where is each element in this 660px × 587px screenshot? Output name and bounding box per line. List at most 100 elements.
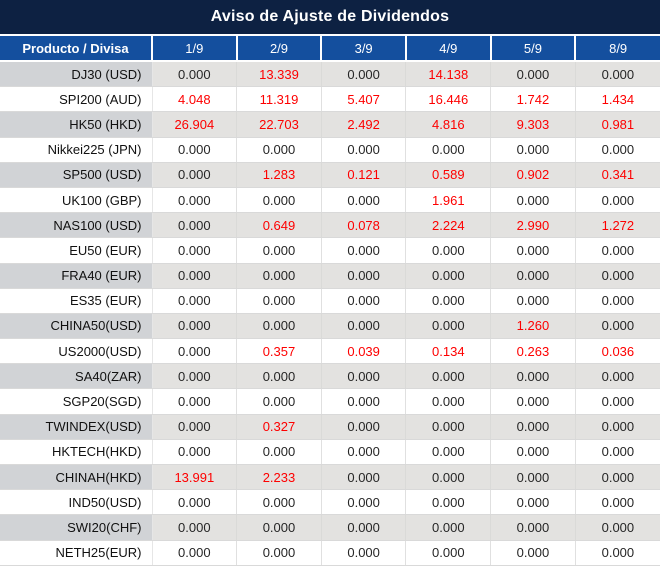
value-cell: 2.233 (236, 464, 322, 491)
value-cell: 0.000 (405, 489, 491, 516)
value-cell: 0.981 (574, 111, 660, 138)
value-cell: 0.000 (236, 388, 322, 415)
value-cell: 0.000 (151, 338, 237, 365)
value-cell: 0.000 (574, 514, 660, 541)
value-cell: 0.000 (151, 388, 237, 415)
table-row: SGP20(SGD) 0.000 0.000 0.000 0.000 0.000… (0, 388, 660, 415)
value-cell: 2.990 (490, 212, 576, 239)
value-cell: 0.000 (236, 540, 322, 566)
value-cell: 22.703 (236, 111, 322, 138)
table-row: ES35 (EUR) 0.000 0.000 0.000 0.000 0.000… (0, 288, 660, 314)
product-cell: HKTECH(HKD) (0, 439, 153, 466)
value-cell: 9.303 (490, 111, 576, 138)
value-cell: 1.260 (490, 313, 576, 340)
product-cell: SPI200 (AUD) (0, 86, 153, 113)
value-cell: 0.589 (405, 162, 491, 188)
value-cell: 0.000 (574, 263, 660, 289)
value-cell: 0.000 (151, 313, 237, 340)
value-cell: 0.357 (236, 338, 322, 365)
value-cell: 0.000 (405, 313, 491, 340)
value-cell: 0.000 (151, 363, 237, 390)
column-header-date: 1/9 (151, 36, 237, 62)
value-cell: 0.000 (405, 514, 491, 541)
value-cell: 1.283 (236, 162, 322, 188)
column-header-date: 5/9 (489, 36, 576, 62)
product-cell: DJ30 (USD) (0, 61, 153, 88)
value-cell: 0.000 (151, 61, 237, 88)
value-cell: 0.000 (574, 61, 660, 88)
product-cell: SA40(ZAR) (0, 363, 153, 390)
value-cell: 14.138 (405, 61, 491, 88)
value-cell: 0.000 (320, 439, 406, 466)
table-row: US2000(USD) 0.000 0.357 0.039 0.134 0.26… (0, 338, 660, 365)
value-cell: 1.961 (405, 187, 491, 214)
value-cell: 1.272 (574, 212, 660, 239)
table-row: UK100 (GBP) 0.000 0.000 0.000 1.961 0.00… (0, 187, 660, 214)
value-cell: 16.446 (405, 86, 491, 113)
column-header-date: 4/9 (404, 36, 491, 62)
product-cell: IND50(USD) (0, 489, 153, 516)
value-cell: 0.000 (236, 137, 322, 163)
value-cell: 0.000 (151, 137, 237, 163)
value-cell: 0.000 (405, 540, 491, 566)
value-cell: 0.000 (320, 363, 406, 390)
value-cell: 0.000 (574, 489, 660, 516)
value-cell: 0.000 (574, 313, 660, 340)
value-cell: 0.000 (151, 237, 237, 264)
column-header-date: 8/9 (574, 36, 660, 62)
value-cell: 0.000 (320, 388, 406, 415)
product-cell: SP500 (USD) (0, 162, 153, 188)
value-cell: 0.000 (490, 388, 576, 415)
value-cell: 0.000 (236, 313, 322, 340)
product-cell: US2000(USD) (0, 338, 153, 365)
value-cell: 0.000 (320, 187, 406, 214)
value-cell: 0.000 (320, 288, 406, 314)
product-cell: SGP20(SGD) (0, 388, 153, 415)
product-cell: FRA40 (EUR) (0, 263, 153, 289)
value-cell: 26.904 (151, 111, 237, 138)
value-cell: 0.000 (320, 514, 406, 541)
value-cell: 0.000 (151, 263, 237, 289)
value-cell: 0.000 (151, 187, 237, 214)
value-cell: 0.000 (490, 414, 576, 440)
page-title: Aviso de Ajuste de Dividendos (0, 0, 660, 36)
value-cell: 1.742 (490, 86, 576, 113)
value-cell: 0.000 (320, 489, 406, 516)
table-row: Nikkei225 (JPN) 0.000 0.000 0.000 0.000 … (0, 137, 660, 163)
value-cell: 0.000 (151, 439, 237, 466)
value-cell: 2.492 (320, 111, 406, 138)
value-cell: 0.000 (320, 540, 406, 566)
column-header-date: 2/9 (235, 36, 322, 62)
value-cell: 0.000 (490, 288, 576, 314)
value-cell: 0.000 (405, 137, 491, 163)
value-cell: 0.000 (490, 464, 576, 491)
value-cell: 0.078 (320, 212, 406, 239)
value-cell: 0.000 (490, 363, 576, 390)
value-cell: 0.000 (320, 263, 406, 289)
value-cell: 1.434 (574, 86, 660, 113)
value-cell: 4.816 (405, 111, 491, 138)
table-row: SP500 (USD) 0.000 1.283 0.121 0.589 0.90… (0, 162, 660, 188)
value-cell: 0.000 (574, 363, 660, 390)
value-cell: 0.000 (574, 137, 660, 163)
value-cell: 0.000 (151, 414, 237, 440)
value-cell: 0.000 (320, 61, 406, 88)
value-cell: 5.407 (320, 86, 406, 113)
value-cell: 0.341 (574, 162, 660, 188)
table-row: SWI20(CHF) 0.000 0.000 0.000 0.000 0.000… (0, 514, 660, 541)
table-row: CHINAH(HKD) 13.991 2.233 0.000 0.000 0.0… (0, 464, 660, 491)
value-cell: 0.000 (490, 61, 576, 88)
table-row: DJ30 (USD) 0.000 13.339 0.000 14.138 0.0… (0, 61, 660, 88)
value-cell: 0.000 (405, 464, 491, 491)
value-cell: 0.000 (490, 439, 576, 466)
value-cell: 0.039 (320, 338, 406, 365)
dividend-table: Producto / Divisa 1/9 2/9 3/9 4/9 5/9 8/… (0, 36, 660, 566)
table-row: HKTECH(HKD) 0.000 0.000 0.000 0.000 0.00… (0, 439, 660, 466)
value-cell: 0.000 (151, 212, 237, 239)
value-cell: 0.000 (574, 439, 660, 466)
value-cell: 0.000 (236, 514, 322, 541)
value-cell: 0.000 (236, 187, 322, 214)
value-cell: 0.000 (574, 540, 660, 566)
value-cell: 13.991 (151, 464, 237, 491)
value-cell: 0.000 (151, 288, 237, 314)
